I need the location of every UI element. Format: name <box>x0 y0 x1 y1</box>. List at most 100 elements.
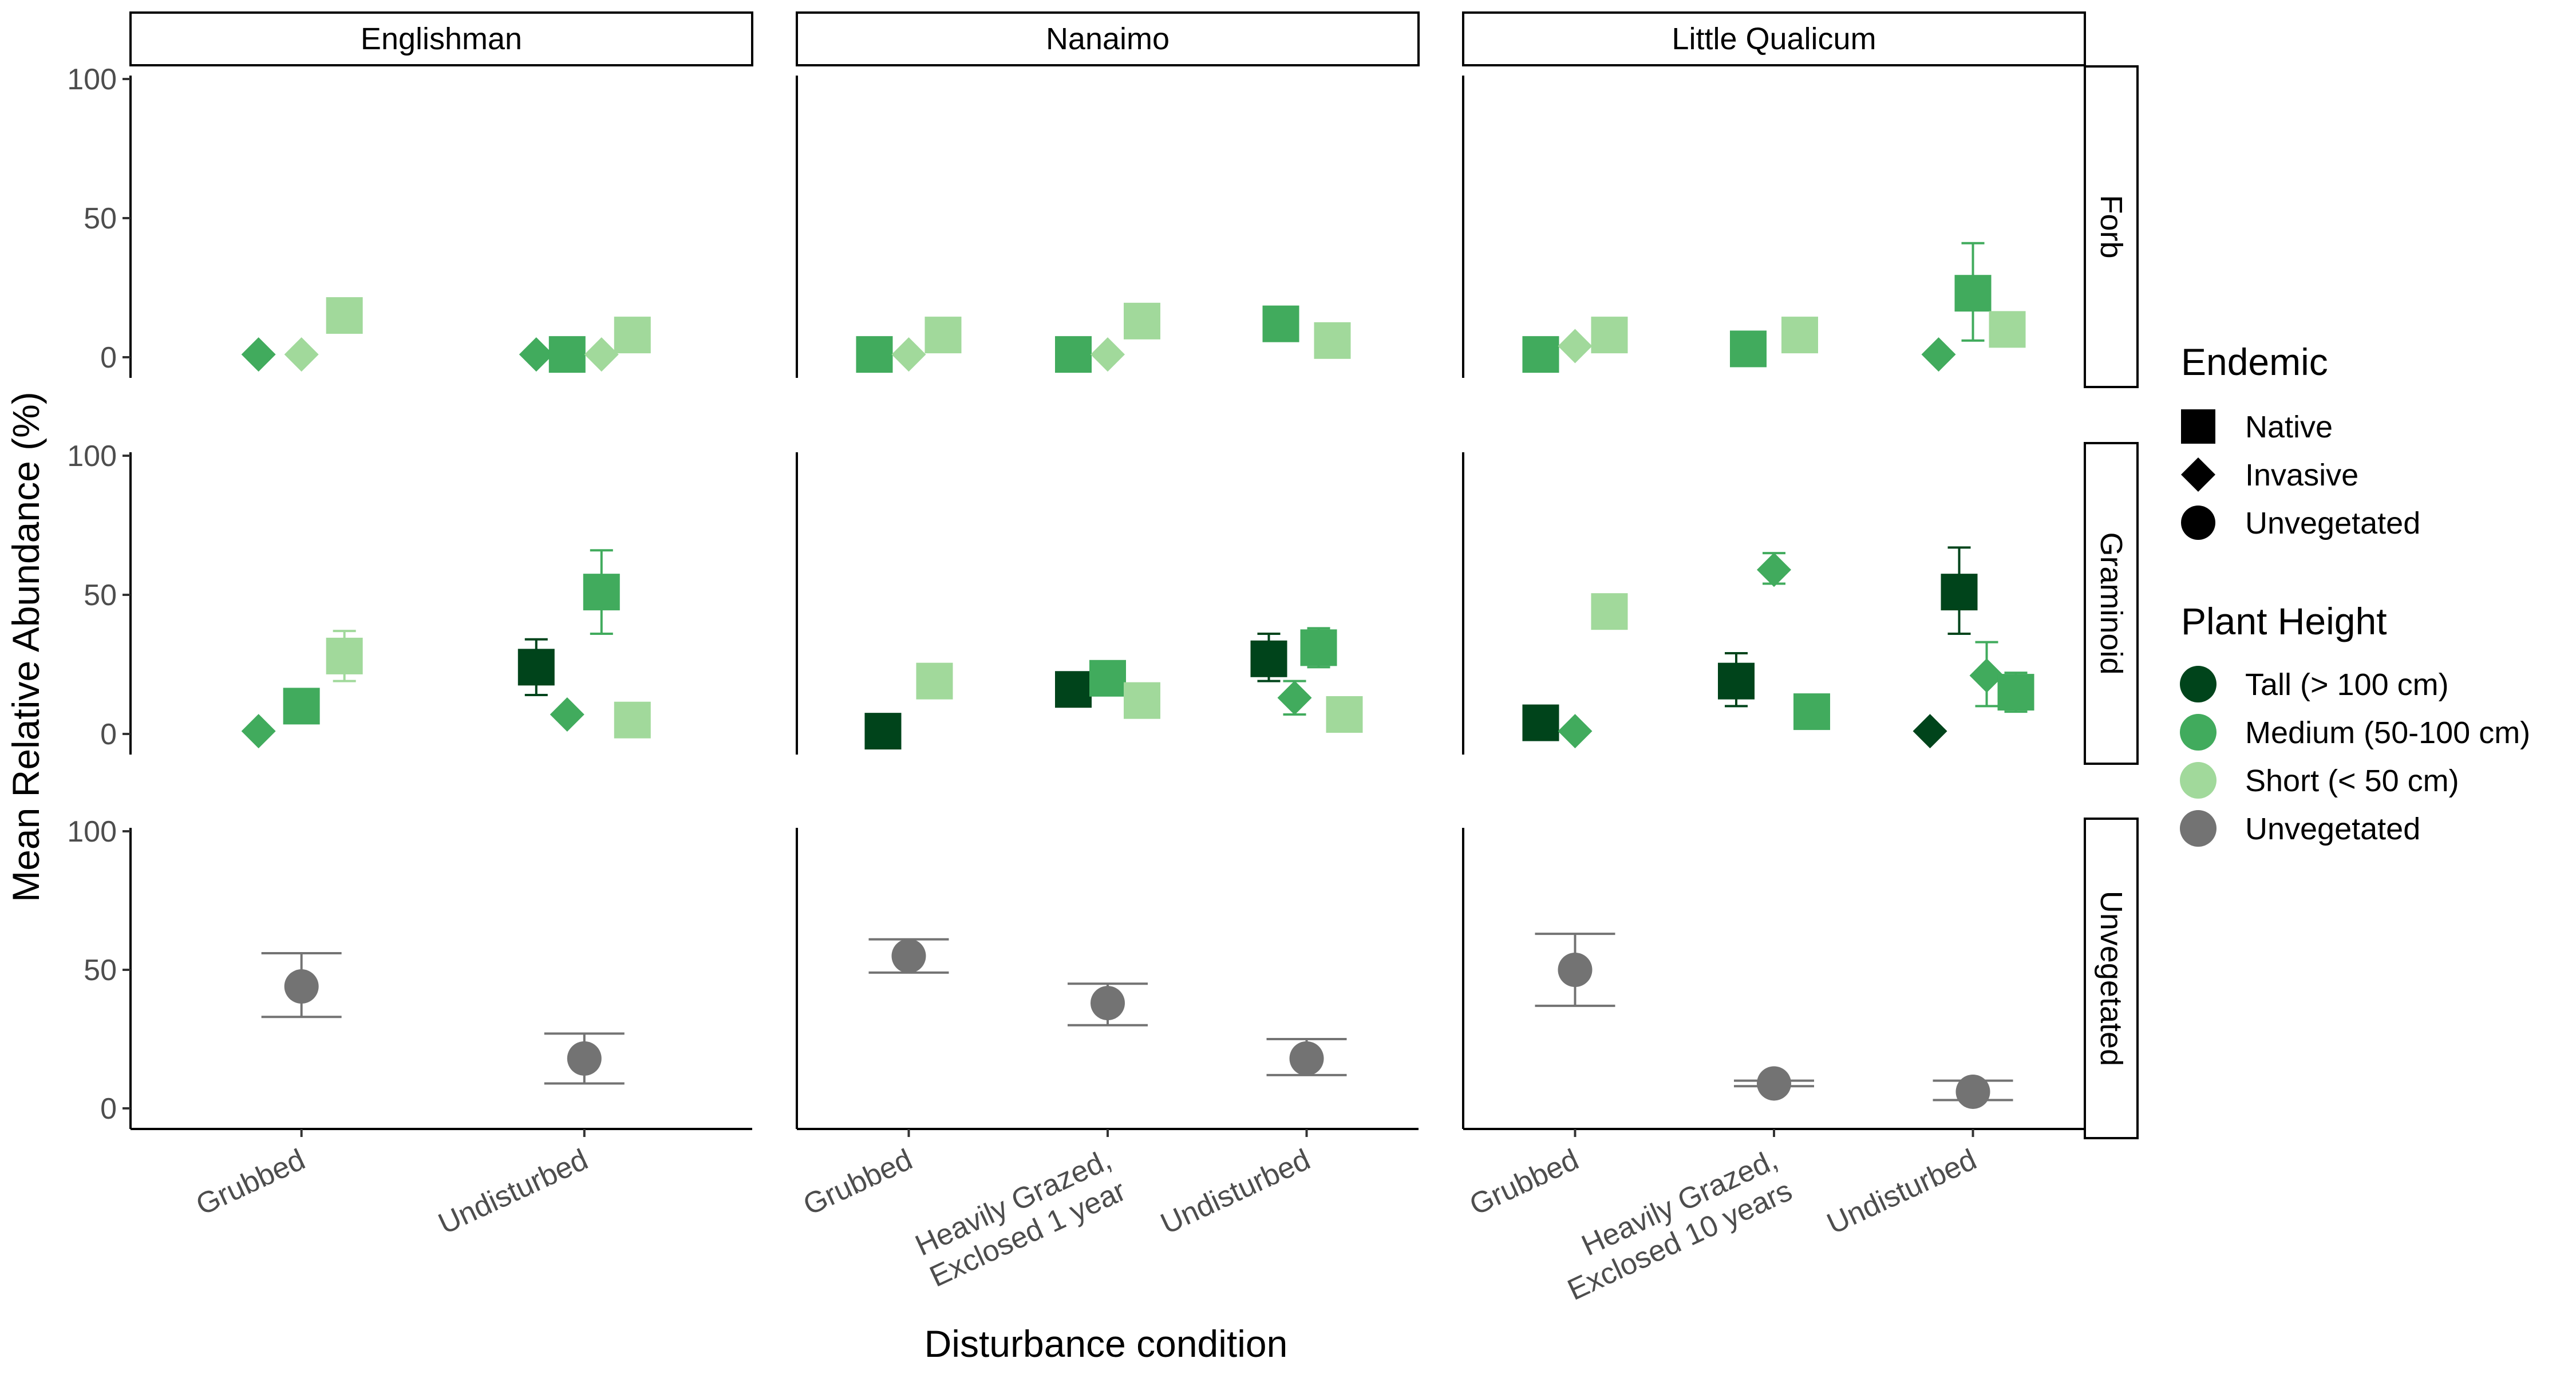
point-little-qualicum-graminoid-diamond-tall <box>1913 714 1947 749</box>
x-tick-label-undisturbed: Undisturbed <box>433 1143 593 1241</box>
x-tick-label-heavily-grazed-exclosed-1-year: Heavily Grazed,Exclosed 1 year <box>910 1143 1131 1293</box>
point-nanaimo-graminoid-square-short <box>1326 696 1363 733</box>
x-tick-label-heavily-grazed-exclosed-10-years: Heavily Grazed,Exclosed 10 years <box>1548 1143 1797 1307</box>
point-nanaimo-unvegetated-circle-unvegetated <box>1289 1041 1324 1076</box>
point-little-qualicum-graminoid-square-medium <box>1997 674 2034 711</box>
facet-strip-nanaimo <box>796 11 1420 66</box>
legend-label-unvegetated: Unvegetated <box>2245 506 2420 540</box>
y-tick-label: 100 <box>67 440 117 473</box>
point-nanaimo-forb-diamond-short <box>891 337 926 372</box>
y-tick-label: 100 <box>67 63 117 96</box>
point-little-qualicum-graminoid-square-short <box>1591 593 1628 630</box>
point-little-qualicum-forb-square-medium <box>1954 275 1992 312</box>
point-englishman-graminoid-square-short <box>614 701 651 739</box>
chart-panels <box>129 76 2085 1130</box>
legend-label-native: Native <box>2245 410 2333 444</box>
point-englishman-graminoid-diamond-medium <box>550 697 584 732</box>
point-nanaimo-graminoid-square-medium <box>1089 660 1126 697</box>
x-tick-label-undisturbed: Undisturbed <box>1822 1143 1982 1241</box>
point-englishman-unvegetated-circle-unvegetated <box>567 1041 602 1076</box>
point-nanaimo-graminoid-square-tall <box>1055 671 1092 708</box>
facet-label-englishman: Englishman <box>361 22 522 56</box>
legend-title-endemic: Endemic <box>2181 341 2328 383</box>
y-tick-label: 0 <box>100 718 117 751</box>
point-little-qualicum-unvegetated-circle-unvegetated <box>1757 1066 1791 1101</box>
x-tick-label-grubbed: Grubbed <box>1465 1143 1584 1222</box>
point-englishman-graminoid-square-tall <box>517 649 555 686</box>
point-little-qualicum-graminoid-square-tall <box>1718 662 1755 700</box>
y-tick-label: 50 <box>84 202 117 235</box>
facet-label-nanaimo: Nanaimo <box>1046 22 1170 56</box>
facet-strips: Englishman Nanaimo Little Qualicum Forb Gram… <box>129 11 2139 1139</box>
point-englishman-forb-diamond-medium <box>519 337 554 372</box>
legend-label-tall-100-cm: Tall (> 100 cm) <box>2245 668 2449 702</box>
data-marks <box>241 242 2034 1109</box>
point-little-qualicum-graminoid-square-tall <box>1941 574 1978 611</box>
legend-label-unvegetated: Unvegetated <box>2245 812 2420 846</box>
point-little-qualicum-forb-square-short <box>1781 317 1818 354</box>
point-nanaimo-forb-square-medium <box>1262 305 1299 342</box>
point-little-qualicum-graminoid-square-medium <box>1793 693 1830 731</box>
y-tick-label: 0 <box>100 1092 117 1126</box>
point-nanaimo-forb-square-short <box>924 317 962 354</box>
facet-strip-little-qualicum <box>1462 11 2086 66</box>
legend-title-plant-height: Plant Height <box>2181 600 2387 642</box>
point-englishman-forb-square-short <box>614 317 651 354</box>
point-little-qualicum-graminoid-diamond-medium <box>1558 714 1593 749</box>
point-englishman-graminoid-diamond-medium <box>241 714 276 749</box>
point-nanaimo-forb-square-medium <box>856 336 893 373</box>
legend-label-medium-50-100-cm: Medium (50-100 cm) <box>2245 716 2530 750</box>
point-englishman-forb-square-short <box>326 297 363 334</box>
x-axis-label: Disturbance condition <box>924 1322 1288 1365</box>
y-tick-label: 0 <box>100 341 117 374</box>
point-nanaimo-graminoid-square-short <box>916 662 953 700</box>
point-nanaimo-graminoid-square-medium <box>1300 629 1337 666</box>
point-englishman-forb-diamond-short <box>284 337 319 372</box>
point-little-qualicum-forb-diamond-medium <box>1921 337 1956 372</box>
point-little-qualicum-unvegetated-circle-unvegetated <box>1955 1074 1990 1109</box>
x-tick-label-undisturbed: Undisturbed <box>1156 1143 1315 1241</box>
point-nanaimo-forb-diamond-short <box>1091 337 1125 372</box>
point-englishman-forb-diamond-medium <box>241 337 276 372</box>
legend-swatch-short-50-cm <box>2180 762 2217 799</box>
point-nanaimo-forb-square-short <box>1314 322 1351 359</box>
point-nanaimo-graminoid-diamond-medium <box>1277 680 1312 715</box>
point-englishman-graminoid-square-medium <box>283 688 320 725</box>
row-strip-forb <box>2084 65 2139 388</box>
point-nanaimo-unvegetated-circle-unvegetated <box>1091 986 1125 1021</box>
legend: Endemic Native Invasive Unvegetated Plant He… <box>2180 341 2530 847</box>
row-label-graminoid: Graminoid <box>2094 532 2128 674</box>
row-label-unvegetated: Unvegetated <box>2094 891 2128 1066</box>
point-nanaimo-graminoid-square-tall <box>1250 640 1287 677</box>
point-englishman-forb-diamond-short <box>584 337 619 372</box>
legend-swatch-medium-50-100-cm <box>2180 714 2217 751</box>
legend-swatch-tall-100-cm <box>2180 666 2217 702</box>
point-nanaimo-unvegetated-circle-unvegetated <box>891 938 926 973</box>
legend-diamond-icon <box>2181 457 2215 492</box>
point-englishman-graminoid-square-medium <box>583 574 620 611</box>
y-tick-label: 100 <box>67 815 117 848</box>
point-little-qualicum-forb-diamond-short <box>1558 329 1593 364</box>
point-englishman-forb-square-medium <box>548 336 586 373</box>
point-little-qualicum-graminoid-diamond-medium <box>1969 658 2004 693</box>
point-nanaimo-forb-square-short <box>1124 302 1160 339</box>
point-little-qualicum-forb-square-medium <box>1522 336 1559 373</box>
y-axes: 0 50 100 0 50 100 0 50 100 <box>67 63 131 1126</box>
y-axis-label: Mean Relative Abundance (%) <box>5 392 47 902</box>
legend-label-invasive: Invasive <box>2245 458 2358 492</box>
y-tick-label: 50 <box>84 954 117 987</box>
point-little-qualicum-forb-square-short <box>1989 311 2026 348</box>
row-strip-graminoid <box>2084 442 2139 765</box>
point-little-qualicum-graminoid-diamond-medium <box>1757 552 1791 587</box>
facet-label-little-qualicum: Little Qualicum <box>1672 22 1876 56</box>
row-label-forb: Forb <box>2094 195 2128 258</box>
point-nanaimo-forb-square-medium <box>1055 336 1092 373</box>
point-englishman-graminoid-square-short <box>326 637 363 674</box>
legend-swatch-unvegetated <box>2180 810 2217 847</box>
point-little-qualicum-graminoid-square-tall <box>1522 704 1559 741</box>
point-little-qualicum-forb-square-short <box>1591 317 1628 354</box>
point-nanaimo-graminoid-square-short <box>1124 682 1160 719</box>
x-tick-label-grubbed: Grubbed <box>799 1143 918 1222</box>
